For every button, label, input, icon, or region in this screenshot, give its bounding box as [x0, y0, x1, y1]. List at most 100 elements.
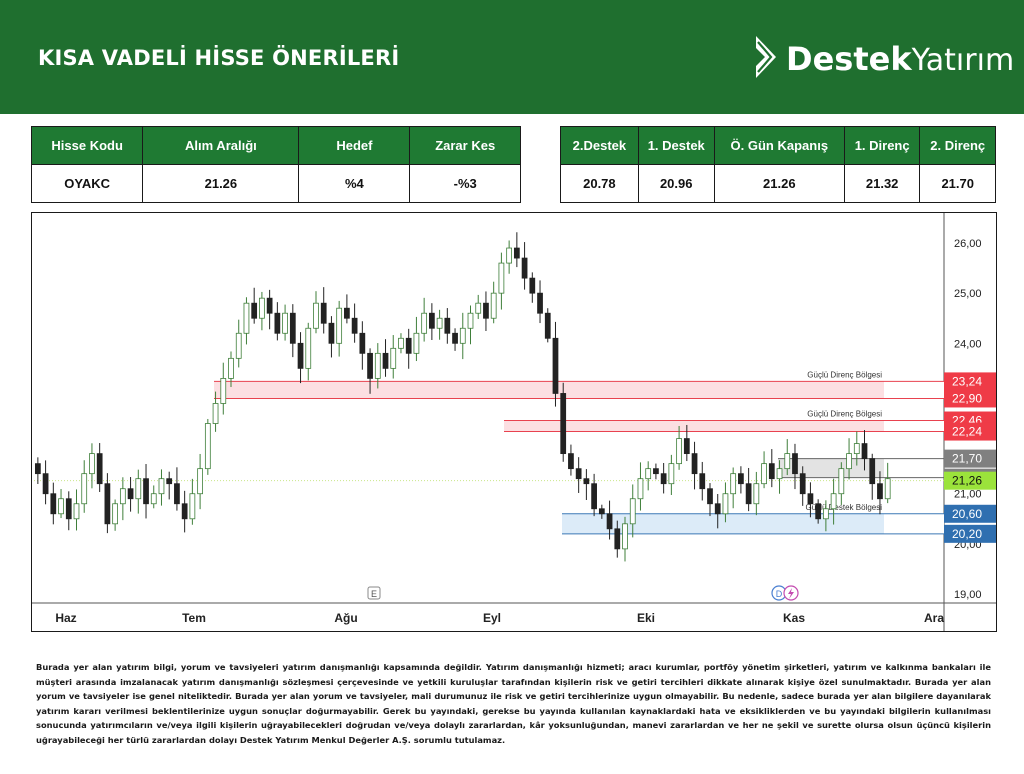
candle-body: [591, 483, 597, 510]
cell-stop-loss: -%3: [409, 164, 521, 203]
candle-body: [336, 307, 343, 344]
candle-body: [96, 453, 103, 485]
price-chart: Güçlü Direnç Bölgesi Güçlü Direnç Bölgesi…: [31, 212, 997, 632]
cell-support-2: 20.78: [560, 164, 639, 203]
price-tag-label: 22,24: [952, 425, 982, 439]
candle-body: [660, 473, 667, 485]
candle-body: [251, 302, 258, 319]
event-marker-e-label: E: [371, 589, 377, 599]
logo-chevron-icon: [756, 36, 776, 78]
cell-prev-close: 21.26: [713, 164, 845, 203]
candle-body: [552, 337, 559, 394]
candle-body: [792, 453, 798, 475]
price-tag: [944, 471, 996, 490]
candle-body: [637, 478, 644, 500]
header-stop-loss: Zarar Kes: [409, 126, 521, 165]
x-tick-label: Haz: [55, 611, 76, 625]
candle-body: [344, 307, 350, 319]
candle-body: [475, 302, 482, 314]
candle-body: [568, 453, 574, 470]
zone-band: [504, 420, 884, 432]
candle-body: [104, 483, 111, 525]
y-tick-label: 21,00: [954, 489, 982, 501]
candle-body: [714, 503, 721, 515]
candle-body: [220, 378, 227, 404]
page-title: KISA VADELİ HİSSE ÖNERİLERİ: [38, 46, 400, 70]
header-support-1: 1. Destek: [637, 126, 715, 165]
candle-body: [382, 352, 389, 369]
zone-label: Güçlü Destek Bölgesi: [806, 503, 883, 512]
cell-resistance-1: 21.32: [843, 164, 921, 203]
resistance-gray-band: [778, 458, 884, 478]
header-support-2: 2.Destek: [560, 126, 639, 165]
candle-body: [622, 523, 628, 550]
candle-body: [745, 483, 752, 505]
candle-body: [861, 443, 868, 460]
logo-text-light: Yatırım: [911, 43, 1015, 78]
candle-body: [50, 493, 57, 515]
cell-resistance-2: 21.70: [919, 164, 996, 203]
candle-body: [513, 247, 520, 259]
price-chart-svg: Güçlü Direnç Bölgesi Güçlü Direnç Bölgesi…: [32, 213, 996, 631]
candle-body: [521, 257, 528, 279]
x-tick-label: Tem: [182, 611, 206, 625]
candle-body: [722, 493, 729, 515]
zone-band-tail: [884, 420, 944, 432]
candle-body: [529, 277, 536, 294]
zone-band: [562, 513, 884, 534]
candle-body: [768, 463, 775, 480]
header-stock-code: Hisse Kodu: [30, 126, 144, 165]
candle-body: [444, 317, 451, 334]
price-tag: [944, 422, 996, 441]
table-header-row: Hisse Kodu Alım Aralığı Hedef Zarar Kes: [30, 126, 521, 165]
candle-body: [498, 262, 505, 294]
candle-body: [413, 332, 420, 354]
price-tag-label: 21,26: [952, 474, 982, 488]
candle-body: [212, 403, 219, 424]
candle-body: [784, 453, 791, 470]
candle-body: [235, 332, 242, 359]
candle-body: [753, 483, 760, 505]
candle-body: [730, 473, 737, 495]
candle-body: [328, 322, 335, 344]
candle-body: [266, 297, 273, 314]
disclaimer-text: Burada yer alan yatırım bilgi, yorum ve …: [36, 662, 991, 745]
candle-body: [367, 352, 373, 379]
price-tag: [944, 524, 996, 543]
recommendation-table: Hisse Kodu Alım Aralığı Hedef Zarar Kes …: [30, 126, 521, 203]
candle-body: [560, 393, 567, 455]
candle-body: [459, 327, 466, 344]
header-resistance-2: 2. Direnç: [919, 126, 996, 165]
candle-body: [683, 438, 690, 455]
candle-body: [119, 488, 126, 505]
candle-body: [282, 312, 288, 334]
candle-body: [34, 463, 41, 475]
zone-label: Güçlü Direnç Bölgesi: [807, 370, 882, 379]
candle-body: [815, 503, 822, 520]
candle-body: [668, 463, 675, 485]
candle-body: [799, 473, 806, 495]
candle-body: [544, 312, 551, 339]
cell-stock-code: OYAKC: [30, 164, 144, 203]
candle-body: [738, 473, 744, 485]
candle-body: [135, 478, 142, 500]
candle-body: [158, 478, 165, 495]
candle-body: [428, 312, 435, 329]
y-tick-label: 25,00: [954, 288, 982, 300]
candle-body: [761, 463, 767, 485]
candle-body: [181, 503, 188, 520]
price-tag: [944, 372, 996, 391]
table-row: 20.78 20.96 21.26 21.32 21.70: [560, 164, 996, 203]
candle-body: [228, 357, 234, 379]
y-tick-label: 26,00: [954, 238, 982, 250]
candle-body: [877, 483, 883, 500]
candle-body: [65, 498, 72, 520]
x-tick-label: Kas: [783, 611, 805, 625]
cell-buy-range: 21.26: [142, 164, 300, 203]
candle-body: [452, 332, 458, 344]
candle-body: [614, 528, 621, 550]
candle-body: [112, 503, 118, 525]
candle-body: [274, 312, 281, 334]
candle-body: [853, 443, 860, 455]
candle-body: [537, 292, 543, 314]
